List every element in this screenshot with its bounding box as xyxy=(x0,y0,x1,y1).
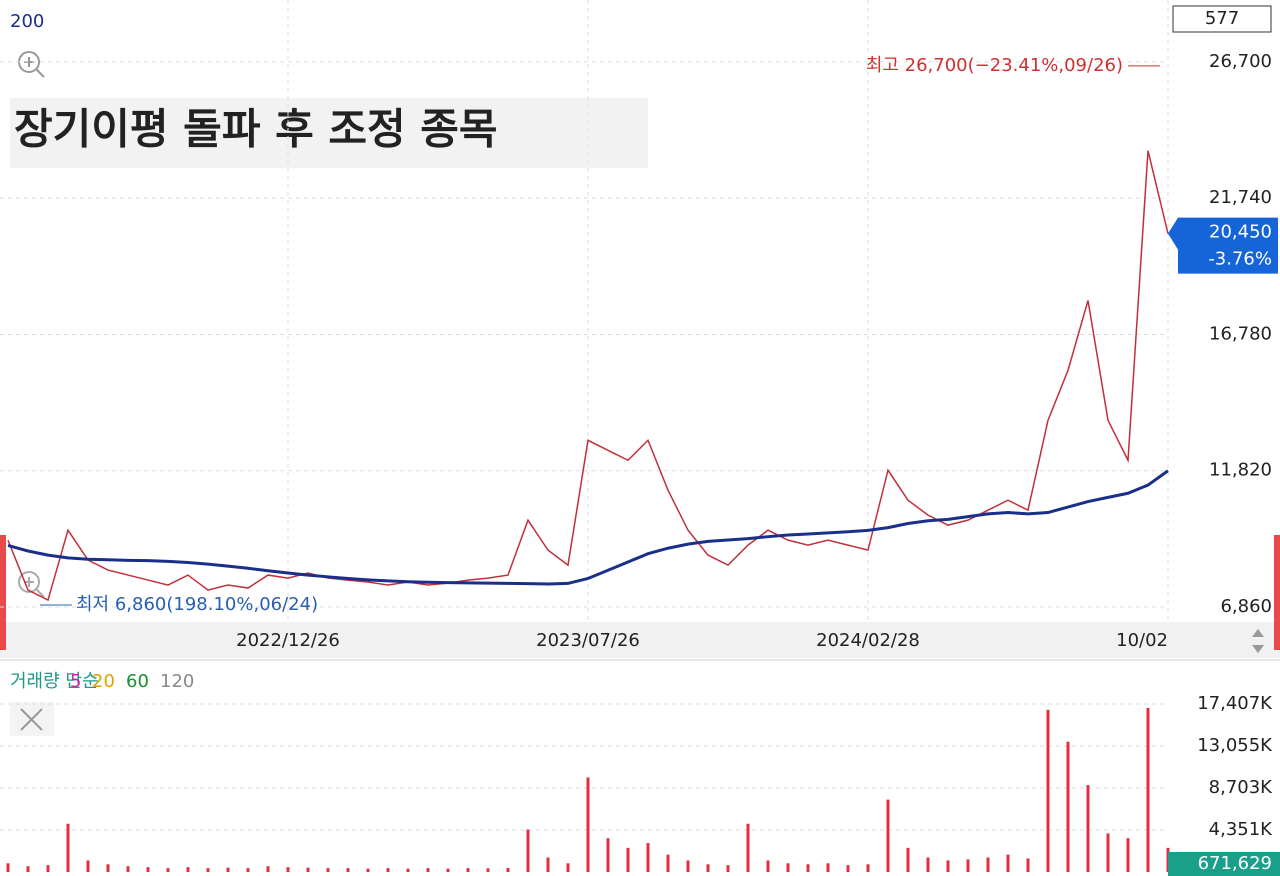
x-axis-band xyxy=(0,622,1280,658)
volume-bar xyxy=(866,864,870,872)
volume-bar xyxy=(846,865,850,872)
y-tick-label: 4,351K xyxy=(1209,819,1274,840)
ma-label: 200 xyxy=(10,11,44,32)
volume-bar xyxy=(1066,741,1070,872)
x-tick-label: 2022/12/26 xyxy=(236,630,340,651)
volume-bar xyxy=(1106,833,1110,872)
volume-bar xyxy=(546,857,550,872)
volume-bar xyxy=(726,865,730,872)
volume-bar xyxy=(466,868,470,872)
box xyxy=(1172,5,1272,33)
chart-title: 장기이평 돌파 후 조정 종목 xyxy=(14,105,498,154)
y-tick-label: 26,700 xyxy=(1209,51,1272,72)
volume-bar xyxy=(246,868,250,872)
volume-bar xyxy=(746,823,750,872)
volume-bar xyxy=(626,847,630,872)
volume-bar xyxy=(886,799,890,872)
edge-handle[interactable] xyxy=(0,535,6,650)
x-tick-label: 2023/07/26 xyxy=(536,630,640,651)
volume-bar xyxy=(686,860,690,872)
volume-bar xyxy=(666,854,670,872)
volume-bar xyxy=(486,868,490,872)
volume-bar xyxy=(446,868,450,872)
y-tick-label: 8,703K xyxy=(1209,777,1274,798)
volume-bar xyxy=(346,868,350,872)
volume-bar xyxy=(406,868,410,872)
volume-bar xyxy=(766,860,770,872)
volume-bar xyxy=(166,868,170,872)
ma-period-label: 20 xyxy=(92,671,115,692)
box-label: 577 xyxy=(1205,8,1239,29)
last-change-label: -3.76% xyxy=(1208,249,1272,270)
volume-bar xyxy=(826,863,830,872)
volume-bar xyxy=(946,860,950,872)
volume-bar xyxy=(26,866,30,872)
y-tick-label: 6,860 xyxy=(1220,596,1272,617)
volume-bar xyxy=(126,866,130,872)
close-icon xyxy=(20,708,43,731)
volume-bar xyxy=(266,866,270,872)
volume-bar xyxy=(226,867,230,872)
volume-bar xyxy=(386,868,390,872)
volume-bar xyxy=(186,867,190,872)
volume-bar xyxy=(146,867,150,872)
volume-bar xyxy=(526,829,530,872)
volume-bar xyxy=(426,868,430,872)
edge-handle[interactable] xyxy=(1274,535,1280,650)
volume-bar xyxy=(586,777,590,872)
zoom-icon[interactable] xyxy=(18,51,45,78)
volume-bar xyxy=(926,857,930,872)
last-price-label: 20,450 xyxy=(1209,222,1272,243)
zoom-icon[interactable] xyxy=(18,571,45,598)
scroll-arrows[interactable] xyxy=(1252,629,1264,653)
volume-bar xyxy=(366,868,370,872)
volume-bar xyxy=(1026,858,1030,872)
volume-bar xyxy=(1146,707,1150,872)
y-tick-label: 17,407K xyxy=(1197,693,1273,714)
volume-bar xyxy=(6,863,10,872)
ma-period-label: 60 xyxy=(126,671,149,692)
last-volume-box xyxy=(1168,852,1280,876)
volume-bar xyxy=(206,868,210,872)
volume-bar xyxy=(806,864,810,872)
volume-bar xyxy=(966,859,970,872)
volume-bar xyxy=(306,867,310,872)
x-tick-label: 2024/02/28 xyxy=(816,630,920,651)
volume-bar xyxy=(106,864,110,872)
volume-bar xyxy=(606,838,610,872)
volume-bar xyxy=(66,823,70,872)
ma-period-label: 120 xyxy=(160,671,194,692)
y-tick-label: 16,780 xyxy=(1209,323,1272,344)
volume-bar xyxy=(1006,854,1010,872)
volume-title: 거래량 단순 xyxy=(10,671,99,692)
volume-bar xyxy=(326,868,330,872)
min-label: 최저 6,860(198.10%,06/24) xyxy=(76,594,318,615)
volume-bar xyxy=(86,860,90,872)
volume-bar xyxy=(786,863,790,872)
y-tick-label: 21,740 xyxy=(1209,187,1272,208)
volume-bar xyxy=(706,864,710,872)
volume-bar xyxy=(46,865,50,872)
x-tick-label: 10/02 xyxy=(1116,630,1168,651)
volume-bar xyxy=(1086,785,1090,872)
volume-bar xyxy=(986,857,990,872)
volume-bar xyxy=(286,867,290,872)
title-box xyxy=(10,98,648,168)
series-line xyxy=(7,469,1169,586)
volume-bar xyxy=(506,867,510,872)
volume-bar xyxy=(906,847,910,872)
ma-period-label: 5 xyxy=(70,671,81,692)
y-tick-label: 13,055K xyxy=(1197,735,1273,756)
max-label: 최고 26,700(−23.41%,09/26) xyxy=(866,55,1123,76)
volume-bar xyxy=(646,843,650,872)
y-tick-label: 11,820 xyxy=(1209,460,1272,481)
volume-bar xyxy=(566,863,570,872)
volume-bar xyxy=(1126,838,1130,872)
last-price-box xyxy=(1168,217,1278,274)
volume-bar xyxy=(1046,709,1050,872)
last-volume-label: 671,629 xyxy=(1198,853,1272,874)
